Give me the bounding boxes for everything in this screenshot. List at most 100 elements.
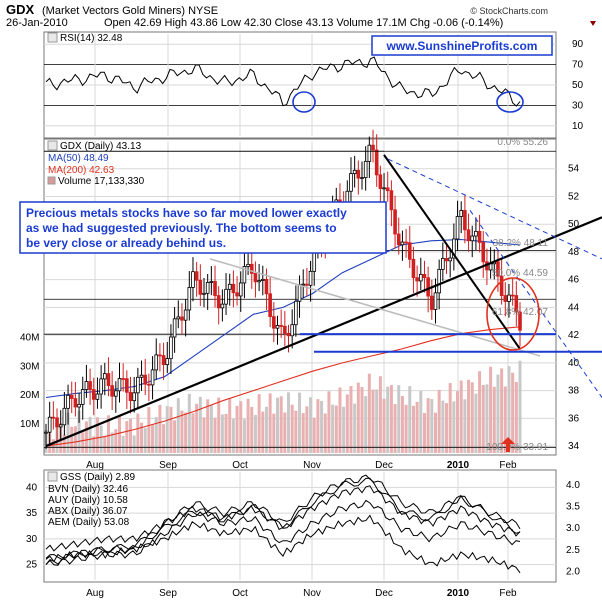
volume-bar bbox=[92, 436, 96, 453]
candle-body bbox=[404, 241, 408, 244]
volume-tick-label: 10M bbox=[20, 419, 39, 430]
candle-body bbox=[433, 292, 438, 310]
candle-body bbox=[125, 378, 129, 393]
candle-body bbox=[187, 287, 192, 311]
candle-body bbox=[415, 277, 419, 282]
volume-bar bbox=[298, 392, 302, 453]
candle-body bbox=[69, 394, 74, 399]
candle-body bbox=[474, 230, 478, 237]
candle-body bbox=[246, 263, 250, 267]
candle-body bbox=[294, 300, 298, 326]
compare-axis-left: 40 35 30 25 bbox=[26, 482, 38, 570]
candle-body bbox=[106, 373, 111, 387]
compare-panel-toggle-icon[interactable] bbox=[47, 471, 58, 482]
volume-bar bbox=[441, 400, 445, 453]
volume-bar bbox=[253, 415, 257, 453]
volume-bar bbox=[334, 405, 338, 453]
candle-body bbox=[220, 303, 225, 309]
volume-bar bbox=[136, 413, 140, 453]
ma200-legend: MA(200) 42.63 bbox=[48, 165, 115, 176]
candle-body bbox=[47, 416, 52, 433]
volume-bar bbox=[151, 424, 155, 453]
volume-bar bbox=[268, 393, 272, 453]
ma50-legend: MA(50) 48.49 bbox=[48, 153, 109, 164]
volume-bar bbox=[426, 398, 430, 453]
volume-bar bbox=[342, 406, 346, 453]
volume-bar bbox=[511, 372, 515, 453]
abx-legend: ABX (Daily) 36.07 bbox=[48, 506, 128, 517]
month-label: Aug bbox=[86, 460, 104, 471]
volume-bar bbox=[514, 381, 518, 453]
volume-bar bbox=[316, 399, 320, 453]
volume-bar bbox=[283, 412, 287, 453]
fib-100-label: 100.0% 33.91 bbox=[486, 442, 548, 453]
price-tick-label: 40 bbox=[568, 358, 580, 369]
compare-axis-right: 4.0 3.5 3.0 2.5 2.0 bbox=[566, 480, 580, 577]
commentary-line-1: Precious metals stocks have so far moved… bbox=[26, 206, 347, 220]
volume-bar bbox=[250, 406, 254, 453]
volume-bar bbox=[430, 399, 434, 453]
volume-bar bbox=[419, 391, 423, 453]
volume-bar bbox=[103, 435, 107, 453]
rsi-panel-toggle-icon[interactable] bbox=[47, 32, 58, 43]
candle-body bbox=[382, 187, 386, 190]
volume-bar bbox=[51, 439, 55, 453]
compare-month-label: Feb bbox=[499, 588, 517, 599]
volume-bar bbox=[125, 421, 129, 453]
volume-bar bbox=[290, 404, 294, 453]
volume-bar bbox=[187, 393, 191, 453]
compare-month-label: Nov bbox=[303, 588, 321, 599]
volume-bar bbox=[467, 379, 471, 453]
candle-body bbox=[496, 261, 500, 277]
volume-bar bbox=[110, 432, 114, 453]
compare-month-label: Aug bbox=[86, 588, 104, 599]
volume-bar bbox=[231, 418, 235, 453]
candle-body bbox=[349, 173, 353, 192]
volume-bar bbox=[173, 420, 177, 453]
price-axis: 54 52 50 48 46 44 42 40 38 36 34 bbox=[568, 164, 580, 452]
candle-body bbox=[393, 209, 397, 235]
candle-body bbox=[352, 169, 357, 174]
candle-body bbox=[158, 354, 162, 357]
month-label: Nov bbox=[303, 460, 321, 471]
candle-body bbox=[466, 229, 471, 242]
volume-bar bbox=[242, 419, 246, 453]
volume-bar bbox=[220, 414, 224, 453]
month-axis-compare: Aug Sep Oct Nov Dec 2010 Feb bbox=[86, 588, 517, 599]
price-tick-label: 44 bbox=[568, 302, 580, 313]
candle-body bbox=[165, 358, 170, 366]
volume-bar bbox=[433, 412, 437, 453]
compare-right-tick: 2.0 bbox=[566, 566, 580, 577]
sunshine-box bbox=[371, 35, 553, 56]
candle-body bbox=[407, 242, 412, 260]
price-panel-toggle-icon[interactable] bbox=[47, 140, 58, 151]
auy-legend: AUY (Daily) 10.58 bbox=[48, 495, 128, 506]
compare-month-label: Dec bbox=[375, 588, 393, 599]
candle-body bbox=[400, 241, 405, 246]
candle-body bbox=[51, 416, 56, 419]
compare-left-tick: 40 bbox=[26, 482, 38, 493]
volume-bar bbox=[246, 398, 250, 453]
candle-body bbox=[84, 381, 89, 390]
rsi-tick-label: 30 bbox=[572, 100, 584, 111]
volume-bar bbox=[367, 373, 371, 453]
ticker-description: (Market Vectors Gold Miners) NYSE bbox=[42, 5, 218, 17]
volume-bar bbox=[463, 399, 467, 453]
volume-bar bbox=[415, 401, 419, 453]
candle-body bbox=[202, 292, 206, 295]
volume-bar bbox=[393, 404, 397, 453]
volume-bar bbox=[312, 417, 316, 453]
candle-body bbox=[172, 318, 177, 338]
candle-body bbox=[209, 281, 214, 283]
volume-bar bbox=[106, 415, 110, 453]
candle-body bbox=[503, 295, 508, 302]
candle-body bbox=[411, 258, 416, 279]
ma50-line bbox=[45, 238, 521, 399]
price-tick-label: 50 bbox=[568, 219, 580, 230]
volume-bar bbox=[478, 371, 482, 453]
volume-bar bbox=[371, 389, 375, 453]
candle-body bbox=[499, 275, 504, 296]
volume-bar bbox=[66, 412, 70, 453]
month-label: Sep bbox=[159, 460, 177, 471]
volume-bar bbox=[323, 413, 327, 453]
